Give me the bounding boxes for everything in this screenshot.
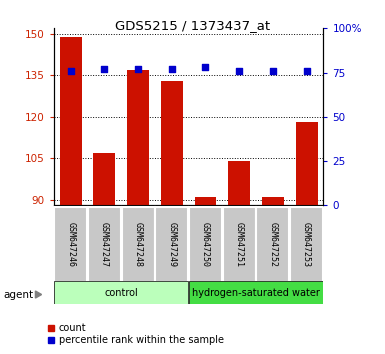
Point (236, 68, 242, 74)
Text: GSM647249: GSM647249 (167, 222, 176, 267)
Point (203, 64, 209, 70)
Bar (256, 207, 290, 282)
Text: GSM647251: GSM647251 (235, 222, 244, 267)
Text: GDS5215 / 1373437_at: GDS5215 / 1373437_at (115, 19, 270, 33)
Point (68, 68, 74, 74)
Bar (296, 122, 318, 205)
Text: agent: agent (4, 290, 34, 299)
Bar (122, 207, 155, 282)
Bar (290, 207, 323, 282)
Text: control: control (104, 288, 138, 298)
Bar (127, 70, 149, 205)
Bar (189, 281, 323, 304)
Point (135, 66, 141, 72)
Point (303, 68, 310, 74)
Bar (228, 161, 250, 205)
Bar (161, 81, 183, 205)
Text: GSM647246: GSM647246 (66, 222, 75, 267)
Text: GSM647248: GSM647248 (134, 222, 142, 267)
Bar (54, 281, 188, 304)
Bar (88, 207, 121, 282)
Bar (155, 207, 188, 282)
Legend: count, percentile rank within the sample: count, percentile rank within the sample (44, 319, 228, 349)
Point (270, 68, 276, 74)
Bar (60, 36, 82, 205)
Bar (189, 207, 222, 282)
Text: GSM647250: GSM647250 (201, 222, 210, 267)
Point (101, 66, 107, 72)
Bar (262, 197, 284, 205)
Bar (54, 207, 87, 282)
Polygon shape (35, 291, 42, 298)
Bar (223, 207, 256, 282)
Text: GSM647253: GSM647253 (302, 222, 311, 267)
Text: GSM647247: GSM647247 (100, 222, 109, 267)
Bar (94, 153, 115, 205)
Text: hydrogen-saturated water: hydrogen-saturated water (192, 288, 320, 298)
Point (169, 66, 175, 72)
Bar (194, 197, 216, 205)
Text: GSM647252: GSM647252 (268, 222, 277, 267)
